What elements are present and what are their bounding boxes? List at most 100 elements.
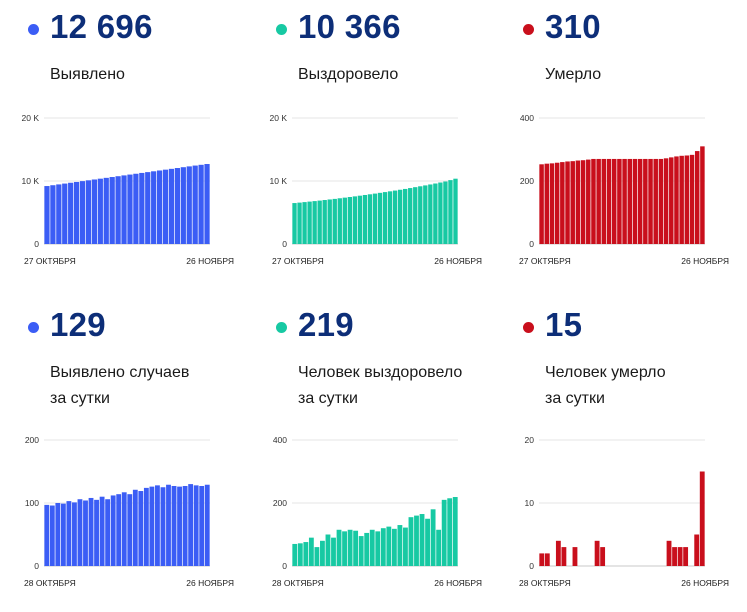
bar: [171, 485, 177, 566]
bar: [425, 518, 430, 566]
bar: [419, 514, 425, 566]
x-axis-end-label: 26 НОЯБРЯ: [681, 256, 729, 266]
bar: [600, 547, 606, 566]
y-tick-label: 10: [525, 498, 535, 508]
bar: [192, 165, 198, 244]
bar: [166, 484, 171, 566]
bar: [121, 492, 127, 566]
bar: [180, 167, 186, 244]
bar: [49, 505, 55, 566]
bar: [308, 537, 314, 566]
bar-chart: 0 10 K 20 K 27 ОКТЯБРЯ 26 НОЯБРЯ: [22, 113, 235, 266]
bar: [204, 164, 210, 244]
bar: [193, 485, 199, 566]
legend-dot: [523, 24, 534, 35]
bar: [428, 184, 433, 244]
bar: [430, 509, 436, 566]
bar: [606, 158, 612, 244]
bar: [601, 158, 607, 244]
panel-label-line: Умерло: [545, 66, 602, 83]
bar: [109, 177, 115, 244]
bar: [297, 202, 302, 244]
bar: [403, 527, 408, 566]
panel-label-line: за сутки: [545, 390, 605, 407]
bar: [453, 178, 458, 244]
bar: [312, 201, 317, 244]
total-number: 310: [545, 8, 601, 45]
bar: [586, 159, 591, 244]
bar: [297, 543, 303, 566]
bar: [85, 180, 92, 244]
bar: [327, 199, 332, 244]
x-axis-start-label: 27 ОКТЯБРЯ: [272, 256, 324, 266]
bar: [168, 168, 175, 244]
x-axis-end-label: 26 НОЯБРЯ: [186, 256, 234, 266]
bar: [674, 156, 679, 244]
bar: [145, 172, 151, 244]
legend-dot: [523, 322, 534, 333]
bar: [648, 158, 653, 244]
bar: [302, 202, 307, 244]
panel-label: Человек умерло за сутки: [545, 360, 666, 412]
bar: [162, 169, 169, 244]
bar: [55, 503, 61, 566]
x-axis-start-label: 28 ОКТЯБРЯ: [519, 578, 571, 588]
bar: [94, 499, 99, 566]
panel-total-recovered: 10 366 Выздоровело 0 10 K 20 K 27 ОКТЯБРЯ 26…: [270, 0, 512, 290]
bar: [97, 178, 103, 244]
bar: [637, 158, 643, 244]
bar: [292, 203, 297, 244]
bar: [103, 177, 109, 244]
bar: [438, 182, 443, 244]
bar: [174, 168, 181, 244]
bar: [375, 531, 381, 566]
total-number: 10 366: [298, 8, 401, 45]
y-tick-label: 10 K: [270, 176, 288, 186]
bar: [50, 185, 56, 244]
bar: [105, 499, 111, 566]
panel-label: Выявлено: [50, 62, 125, 88]
bar: [115, 176, 121, 244]
bar: [320, 540, 325, 566]
bar: [544, 163, 550, 244]
daily-number: 15: [545, 306, 583, 343]
bar: [677, 547, 683, 566]
bar: [572, 547, 578, 566]
bar: [325, 534, 331, 566]
bar: [342, 197, 347, 244]
bar: [91, 179, 98, 244]
y-tick-label: 10 K: [22, 176, 40, 186]
panel-daily-detected: 129 Выявлено случаев за сутки 0 100 200 28 …: [24, 298, 264, 588]
panel-label-line: Выявлено случаев: [50, 364, 190, 381]
bar: [139, 172, 145, 244]
bar: [83, 500, 88, 566]
legend-dot: [276, 24, 287, 35]
panel-daily-deaths: 15 Человек умерло за сутки 0 10 20 28 ОКТЯБ…: [519, 298, 747, 588]
bar: [414, 515, 419, 566]
bar: [391, 528, 397, 566]
bar: [198, 164, 204, 244]
bar: [182, 485, 188, 566]
y-tick-label: 100: [25, 498, 39, 508]
bar: [307, 201, 312, 244]
bar: [575, 160, 581, 244]
bar: [591, 158, 596, 244]
bar: [357, 195, 363, 244]
bar: [565, 161, 570, 244]
bar: [60, 503, 66, 566]
bar: [364, 532, 370, 566]
bar: [292, 543, 298, 566]
bar: [332, 198, 337, 244]
y-tick-label: 20 K: [22, 113, 40, 123]
bar-chart: 0 10 20 28 ОКТЯБРЯ 26 НОЯБРЯ: [519, 435, 729, 588]
bar: [336, 529, 342, 566]
bar: [622, 158, 627, 244]
bar-chart: 0 10 K 20 K 27 ОКТЯБРЯ 26 НОЯБРЯ: [270, 113, 483, 266]
daily-number: 219: [298, 306, 354, 343]
bar: [694, 534, 700, 566]
panel-label: Человек выздоровело за сутки: [298, 360, 462, 412]
panel-label-line: Человек умерло: [545, 364, 666, 381]
bar: [452, 497, 458, 566]
bar: [397, 189, 403, 244]
bar: [367, 194, 373, 244]
